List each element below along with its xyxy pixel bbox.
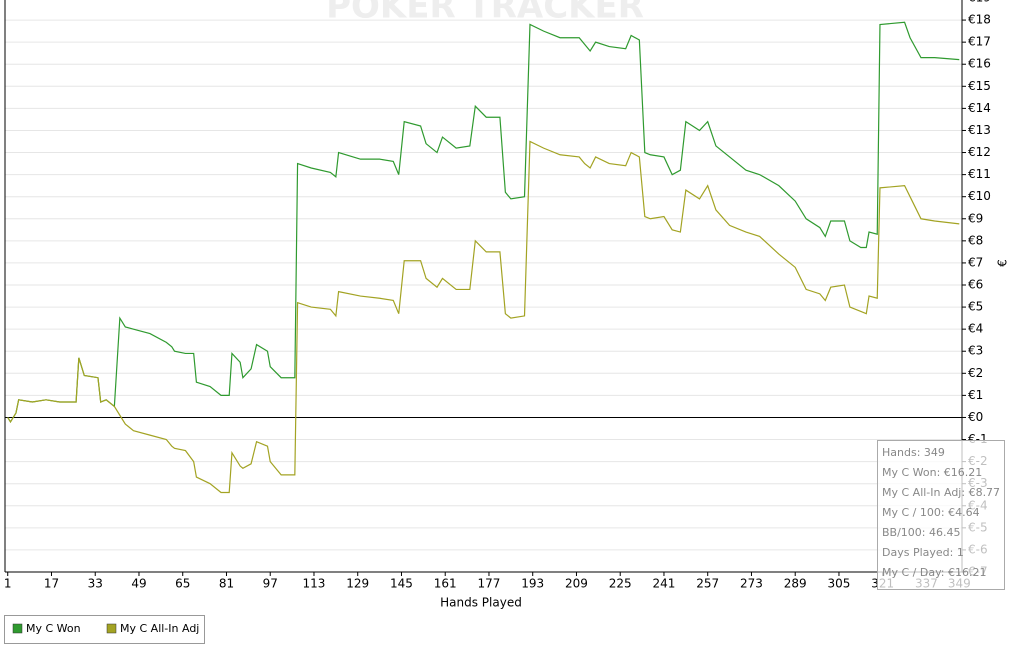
- y-tick-label: €10: [968, 189, 991, 203]
- tooltip-line: Hands: 349: [882, 446, 945, 459]
- y-tick-label: €5: [968, 300, 983, 314]
- tooltip-line: My C / Day: €16.21: [882, 566, 987, 579]
- x-tick-label: 129: [346, 577, 369, 591]
- tooltip-line: BB/100: 46.45: [882, 526, 961, 539]
- x-tick-label: 97: [263, 577, 278, 591]
- x-tick-label: 257: [696, 577, 719, 591]
- x-tick-label: 49: [131, 577, 146, 591]
- x-tick-label: 225: [609, 577, 632, 591]
- tooltip-box: [877, 440, 1005, 590]
- y-tick-label: €17: [968, 35, 991, 49]
- x-tick-label: 289: [784, 577, 807, 591]
- y-tick-label: €11: [968, 167, 991, 181]
- legend-swatch: [12, 623, 23, 634]
- y-tick-label: €6: [968, 278, 983, 292]
- x-tick-label: 241: [653, 577, 676, 591]
- x-tick-label: 177: [478, 577, 501, 591]
- x-tick-label: 305: [828, 577, 851, 591]
- y-tick-label: €14: [968, 101, 991, 115]
- y-tick-label: €1: [968, 388, 983, 402]
- y-tick-label: €8: [968, 233, 983, 247]
- x-tick-label: 17: [44, 577, 59, 591]
- y-tick-label: €16: [968, 57, 991, 71]
- x-tick-label: 65: [175, 577, 190, 591]
- tooltip-line: My C Won: €16.21: [882, 466, 982, 479]
- y-tick-label: €3: [968, 344, 983, 358]
- x-tick-label: 161: [434, 577, 457, 591]
- x-tick-label: 145: [390, 577, 413, 591]
- y-tick-label: €0: [968, 410, 983, 424]
- y-tick-label: €2: [968, 366, 983, 380]
- legend-swatch: [106, 623, 117, 634]
- x-tick-label: 113: [303, 577, 326, 591]
- x-tick-label: 193: [521, 577, 544, 591]
- y-tick-label: €19: [968, 0, 991, 5]
- watermark: POKER TRACKER: [326, 0, 644, 27]
- tooltip-line: Days Played: 1: [882, 546, 964, 559]
- y-axis-label: €: [996, 259, 1009, 267]
- tooltip-line: My C / 100: €4.64: [882, 506, 980, 519]
- series-line: [7, 140, 960, 494]
- x-tick-label: 273: [740, 577, 763, 591]
- y-tick-label: €7: [968, 255, 983, 269]
- x-tick-label: 1: [4, 577, 12, 591]
- y-tick-label: €4: [968, 322, 983, 336]
- legend-label: My C All-In Adj: [120, 622, 199, 635]
- y-tick-label: €13: [968, 123, 991, 137]
- y-tick-label: €18: [968, 13, 991, 27]
- y-tick-label: €9: [968, 211, 983, 225]
- y-tick-label: €12: [968, 145, 991, 159]
- x-tick-label: 81: [219, 577, 234, 591]
- x-tick-label: 209: [565, 577, 588, 591]
- x-axis-label: Hands Played: [440, 596, 522, 610]
- legend-label: My C Won: [26, 622, 81, 635]
- tooltip-line: My C All-In Adj: €8.77: [882, 486, 1000, 499]
- legend: [4, 615, 205, 644]
- y-tick-label: €15: [968, 79, 991, 93]
- x-tick-label: 33: [88, 577, 103, 591]
- series-line: [7, 21, 960, 424]
